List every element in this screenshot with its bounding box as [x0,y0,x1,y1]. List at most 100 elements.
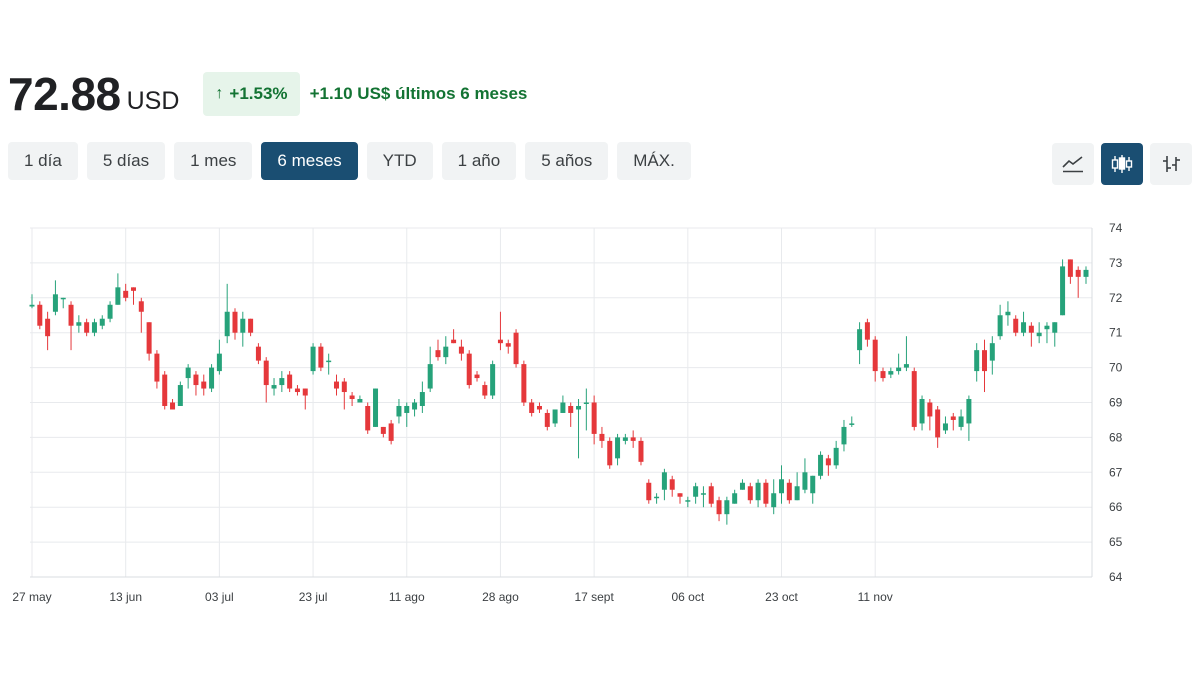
candle[interactable] [373,388,379,427]
candle[interactable] [576,399,582,459]
candle[interactable] [310,343,316,375]
candle[interactable] [864,318,870,347]
candle[interactable] [107,301,113,323]
candle[interactable] [1021,311,1027,337]
candle[interactable] [138,297,144,333]
candle[interactable] [380,426,386,438]
candle[interactable] [755,479,761,508]
candle[interactable] [1052,322,1058,347]
candle[interactable] [84,318,90,337]
candle[interactable] [216,339,222,375]
candle[interactable] [248,318,254,337]
candle[interactable] [76,315,82,333]
candle[interactable] [833,440,839,469]
candle[interactable] [1083,266,1089,284]
candle[interactable] [982,339,988,393]
candle[interactable] [544,409,550,431]
candle[interactable] [935,405,941,448]
candle[interactable] [716,496,722,522]
range-1-month-button[interactable]: 1 mes [174,142,253,180]
range-5-years-button[interactable]: 5 años [525,142,609,180]
candle[interactable] [287,371,293,393]
candle[interactable] [560,395,566,413]
candle[interactable] [599,426,605,448]
range-1-day-button[interactable]: 1 día [8,142,78,180]
candle[interactable] [630,430,636,448]
candle[interactable] [950,412,956,431]
candle[interactable] [170,399,176,410]
candle[interactable] [60,297,66,309]
candle[interactable] [193,371,199,396]
candle[interactable] [99,315,105,330]
candle[interactable] [661,468,667,501]
candle[interactable] [872,336,878,382]
candle[interactable] [1075,266,1081,298]
candle[interactable] [693,482,699,504]
candle[interactable] [365,402,371,434]
candle[interactable] [357,395,363,403]
candle[interactable] [942,416,948,434]
candle[interactable] [466,350,472,389]
candle[interactable] [271,378,277,396]
candle[interactable] [37,301,43,330]
candle[interactable] [849,416,855,427]
candle[interactable] [607,437,613,469]
candle[interactable] [396,399,402,424]
candle[interactable] [896,353,902,375]
candle[interactable] [771,479,777,515]
candle[interactable] [857,322,863,365]
candle[interactable] [732,489,738,504]
candle[interactable] [490,360,496,400]
candle[interactable] [474,371,480,382]
candle[interactable] [349,392,355,406]
candle[interactable] [739,479,745,490]
candle[interactable] [1036,322,1042,344]
candle[interactable] [521,360,527,406]
candle[interactable] [646,479,652,504]
candle[interactable] [404,402,410,427]
candle[interactable] [677,493,683,504]
candle[interactable] [1028,322,1034,347]
candle[interactable] [615,433,621,466]
candle[interactable] [29,294,35,309]
candle[interactable] [388,419,394,445]
candle[interactable] [412,399,418,417]
candle[interactable] [708,482,714,508]
candle[interactable] [763,479,769,508]
candle[interactable] [536,402,542,413]
candle[interactable] [513,329,519,368]
candle[interactable] [154,350,160,389]
candle[interactable] [294,385,300,396]
candle[interactable] [427,346,433,393]
candle[interactable] [685,496,691,508]
candle[interactable] [919,395,925,431]
candle[interactable] [966,395,972,441]
candle[interactable] [240,311,246,347]
range-1-year-button[interactable]: 1 año [441,142,517,180]
candle[interactable] [638,437,644,466]
candle[interactable] [68,301,74,351]
candle[interactable] [1060,259,1066,316]
candle[interactable] [123,283,129,302]
range-ytd-button[interactable]: YTD [366,142,433,180]
candle[interactable] [911,367,917,431]
candle[interactable] [841,419,847,452]
candle[interactable] [435,339,441,361]
candle[interactable] [505,339,511,354]
candle[interactable] [419,381,425,413]
candle[interactable] [529,399,535,417]
candle[interactable] [779,465,785,504]
candle[interactable] [989,336,995,375]
candle[interactable] [302,388,308,410]
candle[interactable] [255,343,261,365]
candle[interactable] [185,364,191,389]
range-6-months-button[interactable]: 6 meses [261,142,358,180]
ohlc-chart-button[interactable] [1150,143,1192,185]
candle[interactable] [825,454,831,476]
candle[interactable] [622,433,628,445]
candle[interactable] [279,371,285,393]
candle[interactable] [341,378,347,410]
candle[interactable] [1013,315,1019,337]
candle[interactable] [802,458,808,494]
candle[interactable] [700,486,706,508]
